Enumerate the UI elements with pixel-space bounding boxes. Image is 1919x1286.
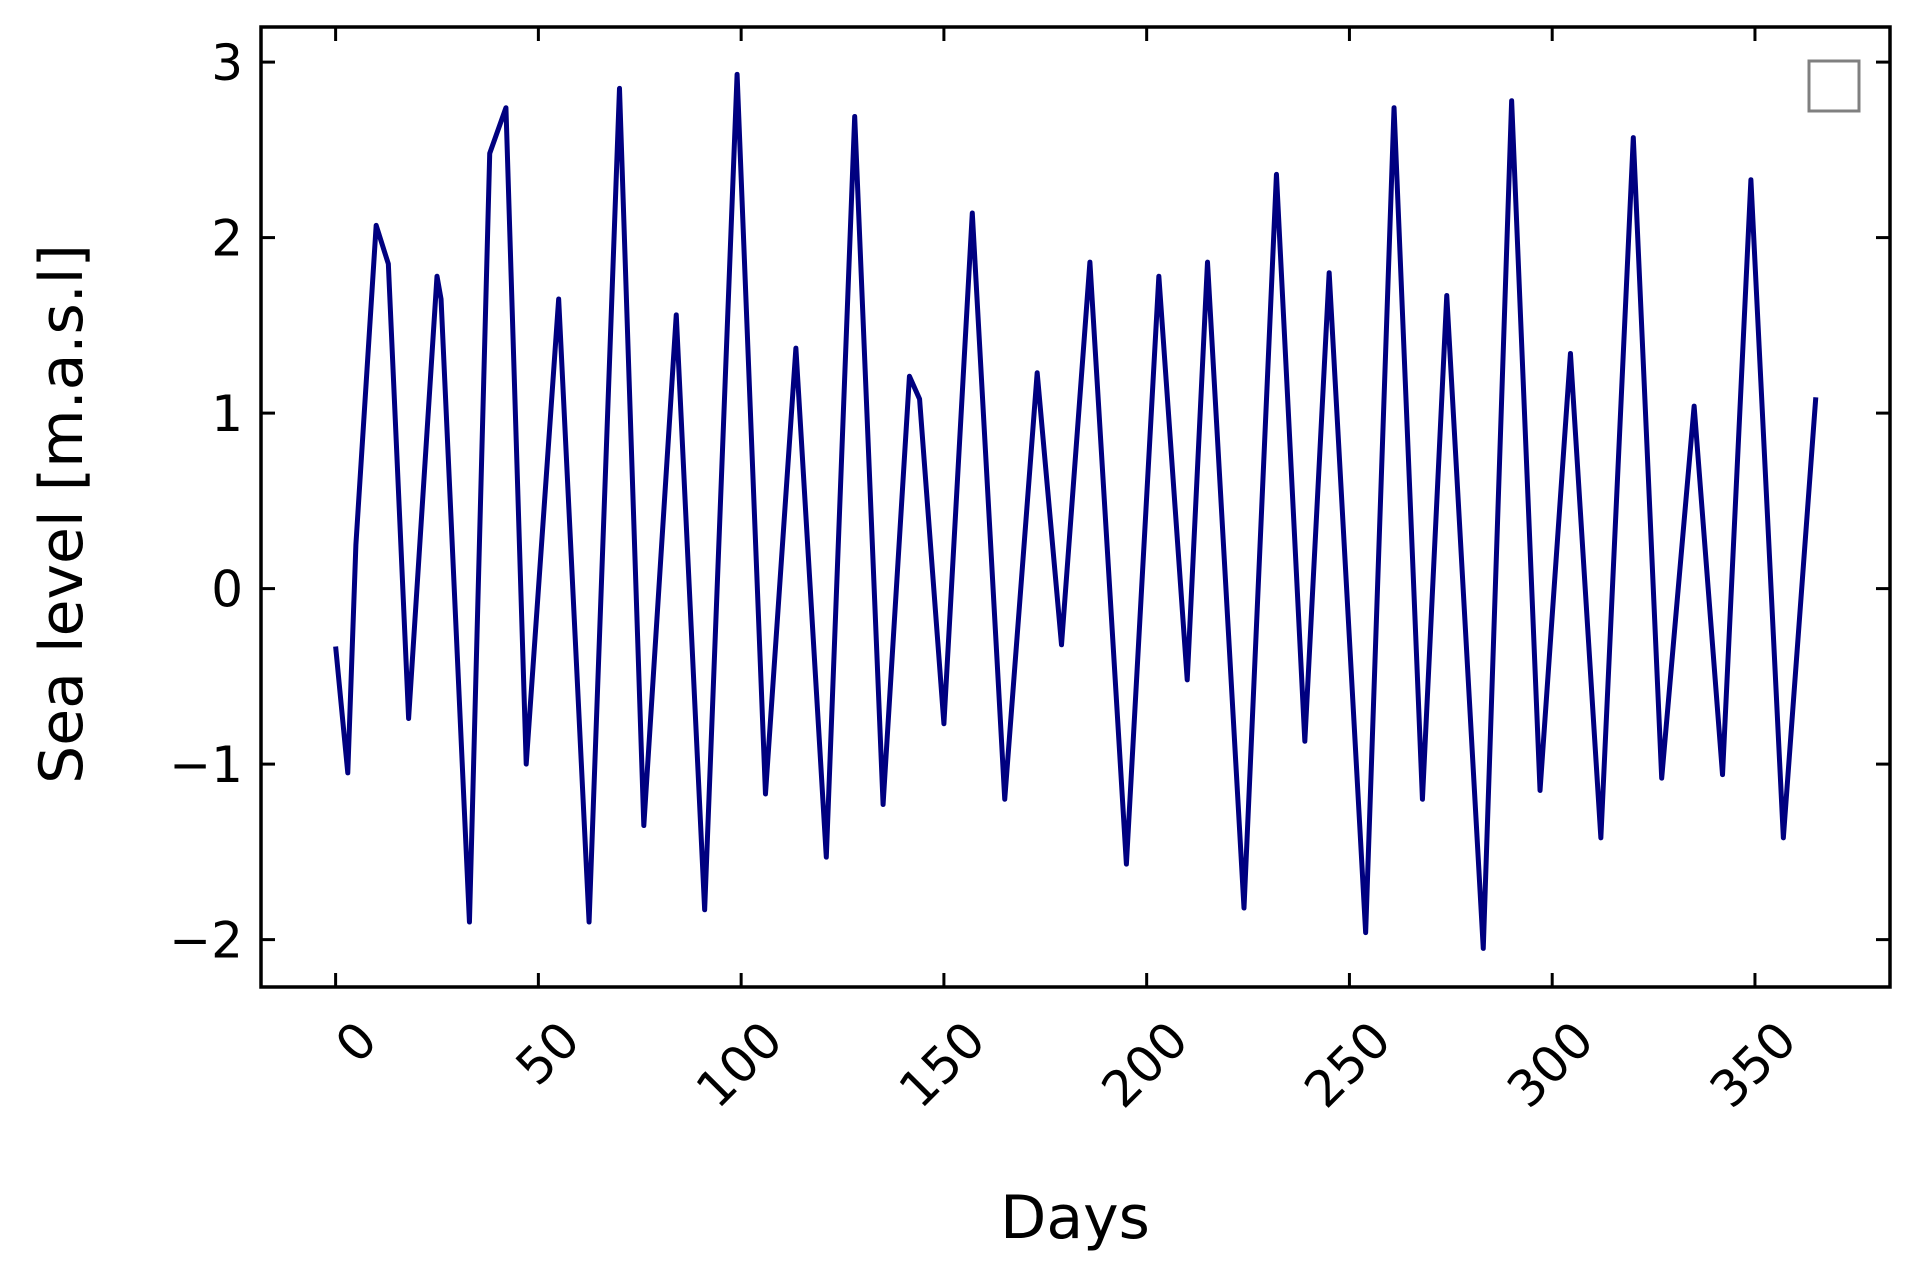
x-tick-label: 100 (685, 1010, 793, 1118)
data-line (333, 71, 1819, 951)
plot-frame (259, 25, 1892, 989)
x-tick-label: 300 (1496, 1010, 1604, 1118)
x-tick-label: 350 (1699, 1010, 1807, 1118)
x-tick-label: 50 (505, 1010, 591, 1096)
x-tick-label: 150 (888, 1010, 996, 1118)
legend-box (1807, 59, 1861, 113)
x-axis-label: Days (1000, 1183, 1150, 1253)
y-tick-label: 3 (211, 34, 243, 92)
x-tick-label: 0 (325, 1010, 389, 1074)
x-tick-label: 200 (1091, 1010, 1199, 1118)
y-tick-label: 1 (211, 385, 243, 443)
y-tick-label: −2 (169, 912, 243, 970)
y-axis-label: Sea level [m.a.s.l] (27, 244, 97, 784)
x-tick-label: 250 (1293, 1010, 1401, 1118)
y-tick-label: −1 (169, 736, 243, 794)
y-tick-label: 2 (211, 210, 243, 268)
y-tick-label: 0 (211, 561, 243, 619)
